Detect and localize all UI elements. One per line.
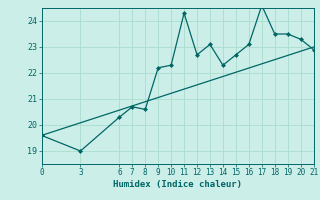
X-axis label: Humidex (Indice chaleur): Humidex (Indice chaleur): [113, 180, 242, 189]
